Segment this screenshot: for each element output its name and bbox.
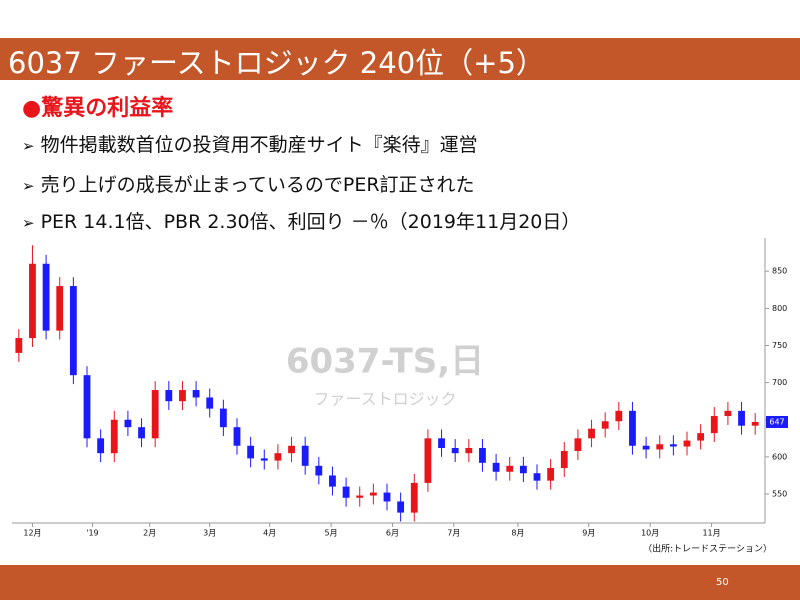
x-tick-label: 4月 [263,529,276,538]
x-tick-label: '19 [86,529,98,538]
candle-body [738,410,745,426]
x-tick-label: 2月 [143,529,156,538]
candle-body [233,427,241,446]
y-tick-label: 700 [772,378,787,387]
candle-body [506,465,514,472]
candle-body [519,465,527,474]
x-tick-label: 5月 [325,529,338,538]
x-tick-label: 3月 [203,529,216,538]
candle-body [247,445,255,459]
candle-body [588,428,595,439]
x-tick-label: 12月 [23,529,41,538]
candle-body [397,501,405,513]
x-tick-label: 11月 [702,529,720,538]
heading: ●驚異の利益率 [22,96,174,121]
slide-title: 6037 ファーストロジック 240位（+5） [8,46,545,80]
y-tick-label: 550 [772,490,787,499]
candle-body [69,286,77,376]
y-tick-label: 850 [772,267,787,276]
x-tick-label: 6月 [386,529,399,538]
candle-body [547,468,555,481]
candle-body [465,447,473,454]
candle-body [669,444,677,447]
title-bar: 6037 ファーストロジック 240位（+5） [0,38,800,80]
candle-body [329,475,336,487]
last-price-box [766,415,788,428]
x-tick-label: 8月 [511,529,524,538]
bullet: 物件掲載数首位の投資用不動産サイト『楽待』運営 [22,130,478,157]
footer-bar: 50 [0,565,800,600]
candle-body [219,408,227,428]
candle-body [124,419,132,428]
bullet: 売り上げの成長が止まっているのでPER訂正された [22,170,475,197]
candle-body [110,419,118,454]
candle-body [683,440,691,447]
bullet: PER 14.1倍、PBR 2.30倍、利回り －％（2019年11月20日） [22,207,581,234]
candle-body [383,492,391,502]
x-tick-label: 7月 [447,529,460,538]
chart: 6037-TS,日 ファーストロジック （出所:トレードステーション） 550 6… [12,238,788,555]
candle-body [492,462,500,472]
candle-body [260,458,268,461]
candle-body [724,410,732,417]
page-number: 50 [716,577,729,588]
last-price-label: 647 [769,417,784,426]
candle-body [274,453,282,461]
candle-body [56,286,64,331]
candle-body [697,433,705,441]
candle-body [342,486,350,498]
candle-body [192,390,200,398]
candle-body [601,421,609,429]
candle-body [165,390,173,402]
candle-body [615,410,623,422]
candle-body [42,263,50,331]
candle-body [288,445,295,454]
x-tick-label: 9月 [582,529,595,538]
candle-body [438,438,445,448]
candle-body [151,390,159,439]
y-tick-label: 600 [772,452,787,461]
candle-body [206,397,214,409]
y-tick-label: 750 [772,341,787,350]
candle-body [138,427,145,439]
source: （出所:トレードステーション） [643,543,772,555]
candle-body [751,421,759,426]
candle-body [479,447,486,463]
candle-body [315,465,323,476]
candle-body [369,492,377,496]
watermark-sub: ファーストロジック [313,390,456,409]
candle-body [533,473,541,481]
candle-body [629,410,636,446]
candle-body [15,338,23,353]
candle-body [710,416,718,434]
candle-body [29,263,36,339]
candle-body [301,445,309,466]
candle-body [560,450,568,469]
candle-body [356,495,364,498]
candle-body [642,445,650,450]
candle-body [424,438,432,483]
candle-body [97,438,105,454]
candle-body [179,390,186,402]
candle-body [656,444,664,450]
candle-body [574,438,582,451]
y-tick-label: 800 [772,304,787,313]
x-tick-label: 10月 [641,529,659,538]
candle-body [410,482,418,513]
candle-body [83,375,91,439]
watermark: 6037-TS,日 [286,342,484,382]
candle-body [451,447,459,454]
